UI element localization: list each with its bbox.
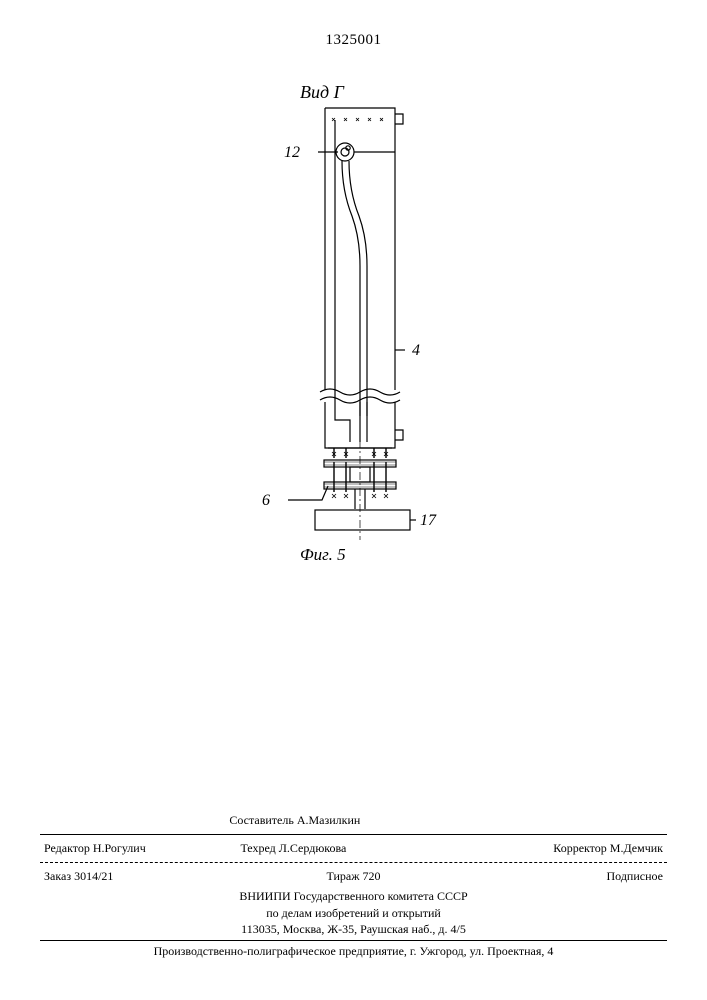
corrector-name: М.Демчик	[610, 841, 663, 855]
corrector-label: Корректор	[553, 841, 607, 855]
techred-name: Л.Сердюкова	[279, 841, 347, 855]
techred-label: Техред	[240, 841, 275, 855]
callout-17: 17	[420, 512, 437, 529]
org-line-2: по делам изобретений и открытий	[40, 905, 667, 922]
org-address: 113035, Москва, Ж-35, Раушская наб., д. …	[40, 921, 667, 938]
subscription: Подписное	[607, 869, 664, 883]
compiler-label: Составитель	[229, 813, 293, 827]
printer-line: Производственно-полиграфическое предприя…	[40, 943, 667, 960]
callout-12: 12	[284, 144, 300, 161]
drawing-svg: 12 4 6 17	[200, 100, 480, 560]
editor-name: Н.Рогулич	[93, 841, 146, 855]
print-run-label: Тираж	[326, 869, 359, 883]
order-number: 3014/21	[74, 869, 113, 883]
patent-page: { "doc_number": "1325001", "view_label":…	[0, 0, 707, 1000]
callout-4: 4	[412, 342, 420, 359]
compiler-name: А.Мазилкин	[297, 813, 361, 827]
imprint-block: Составитель А.Мазилкин Редактор Н.Рогули…	[40, 809, 667, 960]
callout-6: 6	[262, 492, 270, 509]
document-number: 1325001	[0, 32, 707, 49]
figure-caption: Фиг. 5	[300, 545, 346, 565]
org-line-1: ВНИИПИ Государственного комитета СССР	[40, 888, 667, 905]
figure-5: 12 4 6 17	[200, 100, 480, 560]
order-label: Заказ	[44, 869, 71, 883]
editor-label: Редактор	[44, 841, 90, 855]
print-run: 720	[363, 869, 381, 883]
